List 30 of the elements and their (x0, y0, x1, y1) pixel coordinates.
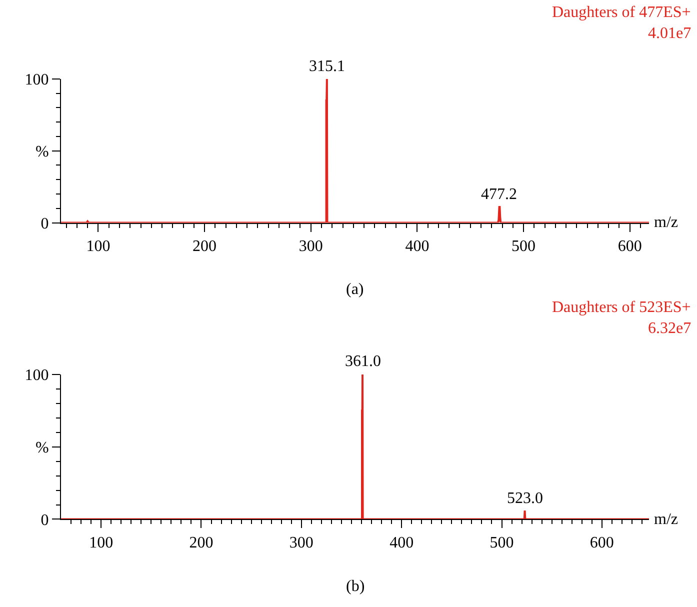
x-tick-label: 200 (192, 238, 217, 255)
x-tick-label: 300 (298, 238, 323, 255)
text: (b) (346, 578, 365, 595)
y-tick-label: % (35, 143, 49, 160)
chart-subtitle: 6.32e7 (648, 320, 692, 337)
x-tick-label: 300 (289, 534, 314, 552)
text: (a) (346, 281, 364, 298)
annotation: 361.0 (345, 353, 381, 370)
x-tick-label: 600 (590, 534, 614, 552)
chart-subtitle: 4.01e7 (648, 25, 692, 42)
x-tick-label: 500 (512, 238, 536, 255)
x-axis-title: m/z (654, 511, 678, 528)
x-tick-label: 500 (490, 534, 514, 552)
y-tick-label: % (35, 439, 49, 456)
x-tick-label: 100 (86, 238, 110, 255)
x-tick-label: 400 (390, 534, 414, 552)
annotation: 523.0 (507, 490, 543, 507)
chart-title: Daughters of 523ES+ (552, 299, 691, 316)
x-tick-label: 400 (405, 238, 430, 255)
y-tick-label: 0 (40, 215, 49, 232)
y-tick-label: 100 (24, 72, 49, 89)
annotation: 315.1 (309, 58, 345, 75)
y-tick-label: 0 (40, 512, 49, 529)
annotation: 477.2 (481, 186, 517, 203)
x-tick-label: 600 (618, 238, 642, 255)
x-axis-title: m/z (654, 214, 678, 231)
chart-title: Daughters of 477ES+ (552, 4, 691, 21)
x-tick-label: 200 (189, 534, 214, 552)
y-tick-label: 100 (24, 367, 49, 384)
x-tick-label: 100 (89, 534, 114, 552)
